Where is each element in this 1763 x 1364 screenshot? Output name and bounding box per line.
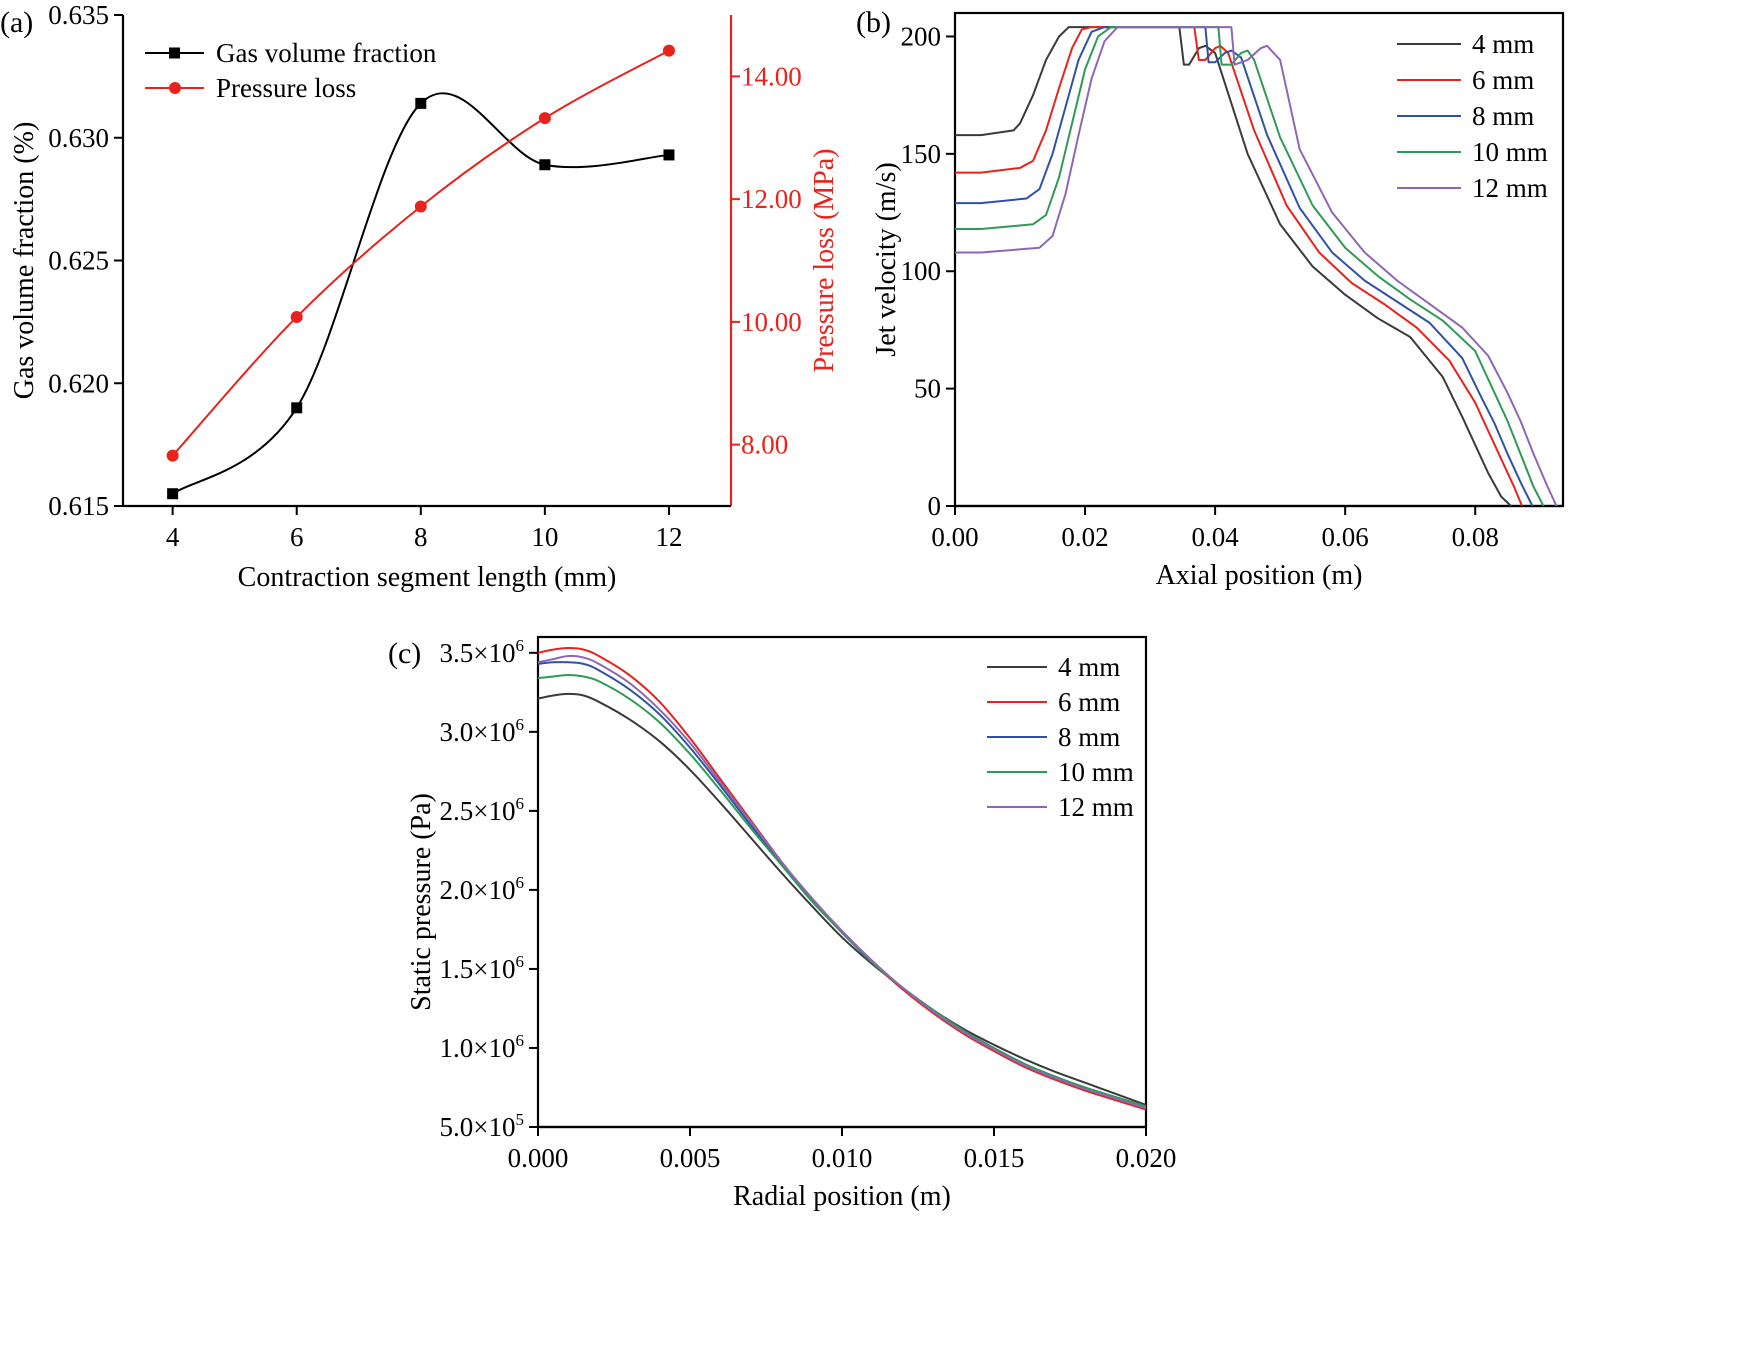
panel-a-data-point-square: [415, 97, 427, 109]
panel-a-series-line-2: [171, 49, 670, 457]
panel-a-y-tick-label: 0.625: [48, 246, 109, 276]
panel-a-y-tick-label: 0.630: [48, 123, 109, 153]
panel-a-data-point-square: [539, 159, 551, 171]
panel-c-y-tick-label: 3.0×106: [440, 715, 524, 747]
panel-c-y-tick-label: 5.0×105: [440, 1110, 524, 1142]
panel-a-label: (a): [0, 6, 33, 39]
panel-a-series-line-1: [172, 92, 670, 495]
panel-a-legend-marker: [169, 82, 181, 94]
panel-c-series-line-4: [537, 673, 1147, 1108]
panel-c-y-tick-label: 2.0×106: [440, 873, 524, 905]
panel-b-legend-label-3: 8 mm: [1472, 101, 1534, 131]
panel-b-x-tick-label: 0.00: [931, 522, 978, 552]
panel-b-x-tick-label: 0.08: [1452, 522, 1499, 552]
panel-a-data-point-circle: [662, 44, 675, 57]
panel-c-x-tick-label: 0.000: [508, 1143, 569, 1173]
panel-c-legend-label-2: 6 mm: [1058, 687, 1120, 717]
panel-b-y-tick-label: 200: [901, 21, 942, 51]
panel-b: (b) 0 50 100 150 200 0.00 0.02 0.04 0.06 0.08 Axial…: [856, 6, 1565, 591]
panel-c-legend-label-1: 4 mm: [1058, 652, 1120, 682]
panel-c-series-line-3: [537, 661, 1147, 1109]
panel-a-legend-label-2: Pressure loss: [216, 73, 356, 103]
panel-c-legend-label-4: 10 mm: [1058, 757, 1134, 787]
panel-b-legend-label-5: 12 mm: [1472, 173, 1548, 203]
panel-a-y2-tick-label: 8.00: [741, 430, 788, 460]
panel-b-series-line-3: [955, 26, 1534, 507]
panel-a-data-point-circle: [414, 200, 427, 213]
panel-b-x-axis-title: Axial position (m): [1156, 560, 1363, 591]
panel-a-data-point-circle: [166, 449, 179, 462]
panel-b-series-line-5: [955, 26, 1558, 507]
panel-c-y-tick-label: 3.5×106: [440, 636, 524, 668]
panel-a-data-point-square: [167, 488, 179, 500]
panel-c-series-line-1: [537, 692, 1147, 1106]
panel-c-x-tick-label: 0.005: [660, 1143, 721, 1173]
panel-a-data-point-square: [291, 402, 303, 414]
panel-a-x-tick-label: 12: [655, 522, 682, 552]
panel-a-y2-axis-title: Pressure loss (MPa): [809, 149, 840, 373]
panel-b-y-tick-label: 100: [901, 256, 942, 286]
panel-a-x-tick-label: 4: [166, 522, 180, 552]
panel-c-x-axis-title: Radial position (m): [733, 1181, 951, 1212]
panel-b-series-line-4: [955, 26, 1545, 507]
panel-a-y-tick-label: 0.635: [48, 0, 109, 30]
panel-a-y2-tick-label: 12.00: [741, 184, 802, 214]
panel-b-legend-label-2: 6 mm: [1472, 65, 1534, 95]
panel-b-x-tick-label: 0.04: [1191, 522, 1239, 552]
panel-b-y-tick-label: 50: [914, 374, 941, 404]
panel-c-label: (c): [388, 637, 421, 670]
panel-a-x-tick-label: 8: [414, 522, 428, 552]
panel-c-x-tick-label: 0.020: [1116, 1143, 1177, 1173]
panel-a-data-point-circle: [538, 112, 551, 125]
panel-b-label: (b): [856, 6, 891, 39]
panel-c-y-axis-title: Static pressure (Pa): [406, 793, 437, 1011]
panel-b-legend-label-1: 4 mm: [1472, 29, 1534, 59]
panel-a-legend-label-1: Gas volume fraction: [216, 38, 437, 68]
panel-a-legend-marker: [169, 47, 180, 59]
panel-b-series-line-1: [955, 26, 1512, 507]
panel-c-frame: [536, 635, 1148, 1129]
panel-b-legend-label-4: 10 mm: [1472, 137, 1548, 167]
panel-c-y-tick-label: 2.5×106: [440, 794, 524, 826]
panel-a-y2-tick-label: 14.00: [741, 61, 802, 91]
panel-a-x-tick-label: 10: [531, 522, 558, 552]
panel-c: (c) 5.0×105 1.0×106 1.5×106 2.0×106 2.5×106 3.…: [388, 636, 1176, 1212]
panel-c-y-tick-label: 1.5×106: [440, 952, 524, 984]
panel-b-x-tick-label: 0.02: [1061, 522, 1108, 552]
panel-c-y-tick-label: 1.0×106: [440, 1031, 524, 1063]
panel-b-y-tick-label: 0: [928, 491, 942, 521]
panel-b-y-axis-title: Jet velocity (m/s): [871, 162, 902, 356]
panel-c-legend-label-5: 12 mm: [1058, 792, 1134, 822]
panel-a-y-axis-title: Gas volume fraction (%): [9, 122, 40, 400]
panel-b-series-line-2: [955, 26, 1523, 507]
panel-c-x-tick-label: 0.015: [964, 1143, 1025, 1173]
panel-a-y-tick-label: 0.615: [48, 491, 109, 521]
panel-a-y2-tick-label: 10.00: [741, 307, 802, 337]
panel-c-series-line-2: [537, 647, 1147, 1111]
panel-c-series-line-5: [537, 654, 1147, 1109]
panel-a-data-point-square: [663, 149, 675, 161]
panel-c-legend-label-3: 8 mm: [1058, 722, 1120, 752]
panel-a-x-tick-label: 6: [290, 522, 304, 552]
panel-a: (a) 0.615 0.620 0.625 0.630 0.635 8.00 10.00 12.…: [0, 0, 840, 593]
panel-b-x-tick-label: 0.06: [1322, 522, 1369, 552]
panel-c-x-tick-label: 0.010: [812, 1143, 873, 1173]
panel-a-x-axis-title: Contraction segment length (mm): [238, 562, 617, 593]
panel-a-y-tick-label: 0.620: [48, 368, 109, 398]
panel-b-y-tick-label: 150: [901, 139, 942, 169]
panel-a-data-point-circle: [290, 310, 303, 323]
